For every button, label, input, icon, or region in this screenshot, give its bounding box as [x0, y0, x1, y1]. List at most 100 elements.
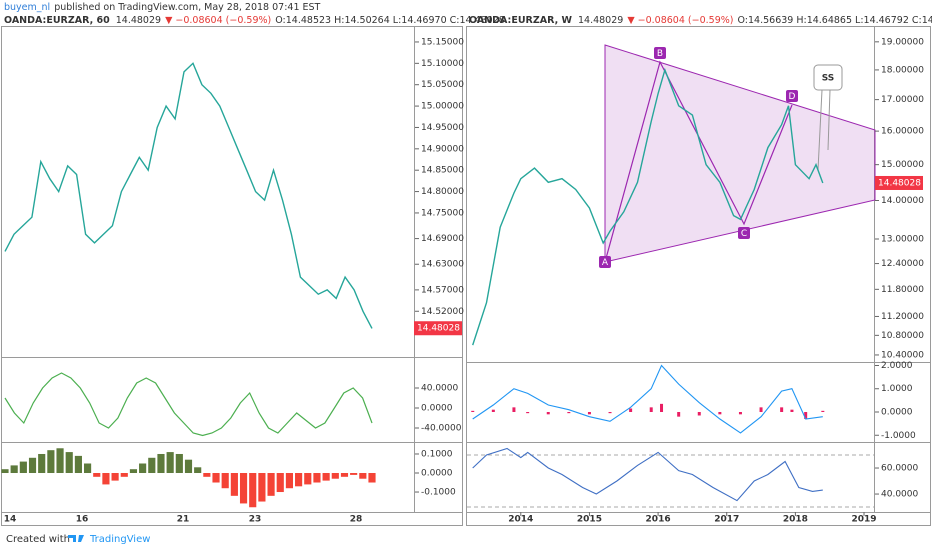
y-tick-label: 14.85000 — [421, 166, 464, 176]
hist-bar — [350, 473, 358, 475]
hist-bar — [313, 473, 321, 483]
y-tick-label: 40.0000 — [421, 384, 458, 394]
hist-bar — [74, 455, 82, 474]
rsi-line — [472, 447, 823, 502]
y-tick-label: 16.00000 — [881, 127, 924, 137]
x-tick-label: 23 — [249, 515, 262, 525]
hist-bar — [221, 473, 229, 489]
last-price-label: 14.48028 — [878, 178, 921, 188]
hist-bar — [212, 473, 220, 483]
y-tick-label: 15.15000 — [421, 37, 464, 47]
last-price-tag — [414, 321, 462, 336]
symbol: OANDA:EURZAR, W — [469, 15, 573, 26]
stoch-line — [4, 372, 373, 437]
y-tick-label: -40.0000 — [421, 424, 462, 434]
macd-line — [472, 364, 823, 434]
hist-bar — [295, 473, 303, 487]
author[interactable]: buyem_nl — [4, 2, 50, 13]
y-tick-label: 10.40000 — [881, 350, 924, 360]
callout-line — [817, 89, 823, 171]
x-tick-label: 2014 — [508, 515, 533, 525]
hist-bar — [175, 453, 183, 474]
close-line — [4, 62, 373, 329]
x-tick-label: 16 — [76, 515, 89, 525]
x-tick-label: 2017 — [714, 515, 739, 525]
y-tick-label: 14.00000 — [881, 196, 924, 206]
left-legend: OANDA:EURZAR, 60 14.48029 ▼ −0.08604 (−0.5… — [4, 15, 505, 26]
point-text: D — [789, 92, 796, 102]
hist-bar — [56, 448, 64, 474]
ohlc: O:14.56639 H:14.64865 L:14.46792 C:14.48… — [737, 15, 932, 26]
macd-hist-bar — [697, 412, 701, 416]
y-tick-label: 1.0000 — [881, 384, 913, 394]
hist-bar — [157, 453, 165, 474]
hist-bar — [120, 473, 128, 477]
change: ▼ −0.08604 (−0.59%) — [165, 15, 271, 26]
right-frame — [466, 26, 931, 526]
hist-bar — [148, 457, 156, 474]
x-tick-label: 2019 — [851, 515, 876, 525]
point-text: B — [657, 49, 663, 59]
hist-bar — [102, 473, 110, 485]
macd-hist-bar — [660, 403, 664, 412]
y-tick-label: 60.0000 — [881, 464, 918, 474]
footer: Created with TradingView — [6, 534, 150, 545]
y-tick-label: 10.80000 — [881, 331, 924, 341]
macd-hist-bar — [567, 412, 571, 414]
hist-bar — [184, 459, 193, 474]
macd-hist-bar — [649, 407, 653, 412]
x-tick-label: 21 — [177, 515, 190, 525]
macd-hist-bar — [471, 410, 475, 412]
y-tick-label: 0.0000 — [881, 408, 913, 418]
publish-line: buyem_nl published on TradingView.com, Ma… — [4, 2, 321, 13]
y-tick-label: 14.52000 — [421, 307, 464, 317]
macd-hist-bar — [804, 412, 808, 419]
footer-text: Created with — [6, 534, 70, 545]
y-tick-label: 15.05000 — [421, 80, 464, 90]
hist-bar — [276, 473, 284, 493]
macd-hist-bar — [629, 408, 633, 412]
y-tick-label: 12.40000 — [881, 259, 924, 269]
y-tick-label: 15.10000 — [421, 59, 464, 69]
brand[interactable]: TradingView — [89, 534, 150, 545]
macd-hist-bar — [821, 410, 825, 412]
hist-bar — [111, 473, 119, 481]
y-tick-label: 14.75000 — [421, 208, 464, 218]
y-tick-label: 14.57000 — [421, 285, 464, 295]
point-label: B — [654, 47, 666, 59]
y-tick-label: 0.0000 — [421, 469, 453, 479]
hist-bar — [93, 473, 101, 477]
symbol: OANDA:EURZAR, 60 — [4, 15, 110, 26]
callout-line — [827, 89, 831, 151]
hist-bar — [194, 467, 202, 474]
macd-hist-bar — [587, 412, 591, 415]
macd-hist-bar — [677, 412, 681, 417]
macd-hist-bar — [738, 412, 742, 415]
abcd-pattern — [604, 60, 793, 263]
hist-bar — [28, 457, 37, 474]
y-tick-label: 14.69000 — [421, 234, 464, 244]
callout: SS — [813, 64, 843, 171]
y-tick-label: 0.0000 — [421, 404, 453, 414]
hist-bar — [166, 452, 174, 474]
hist-bar — [129, 469, 138, 474]
callout-box — [813, 64, 843, 91]
x-tick-label: 2016 — [646, 515, 671, 525]
macd-hist-bar — [759, 407, 763, 412]
right-legend: OANDA:EURZAR, W 14.48029 ▼ −0.08604 (−0.59… — [469, 15, 932, 26]
hist-bar — [258, 473, 266, 502]
last-price-tag — [875, 175, 923, 190]
hist-bar — [38, 453, 46, 474]
macd-hist-bar — [546, 412, 550, 415]
hist-bar — [83, 463, 92, 474]
hist-bar — [230, 473, 238, 496]
ohlc: O:14.48523 H:14.50264 L:14.46970 C:14.48… — [275, 15, 505, 26]
left-frame — [1, 26, 463, 526]
y-tick-label: 15.00000 — [881, 160, 924, 170]
hist-bar — [267, 473, 275, 496]
macd-hist-bar — [780, 407, 784, 412]
hist-bar — [19, 461, 27, 474]
x-tick-label: 28 — [350, 515, 363, 525]
point-text: A — [602, 258, 609, 268]
triangle-pattern — [604, 44, 876, 263]
